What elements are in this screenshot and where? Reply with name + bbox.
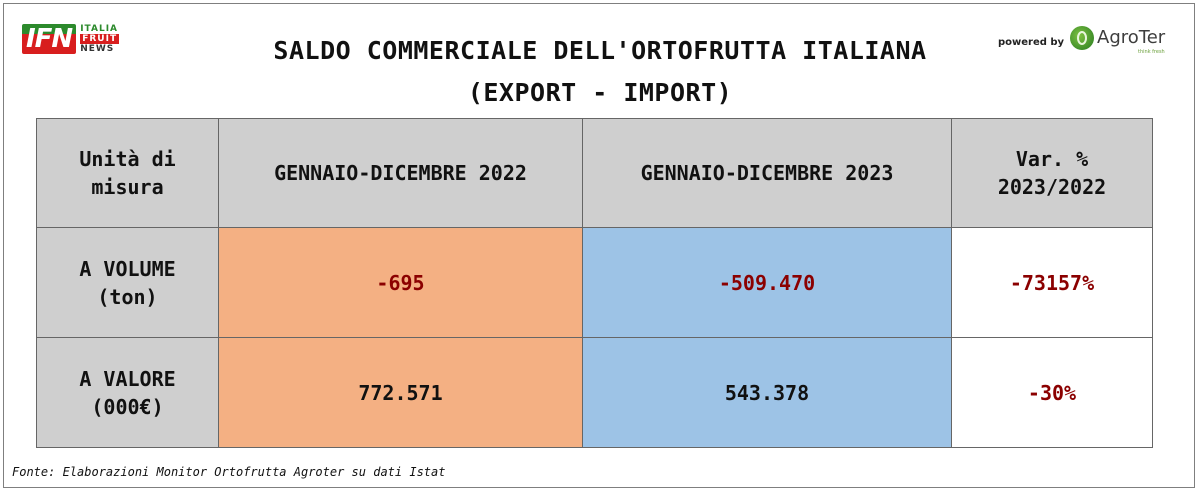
row-label-volume-line1: A VOLUME [79, 256, 176, 281]
ifn-logo-line3: NEWS [80, 44, 115, 54]
cell-volume-variation: -73157% [951, 227, 1153, 338]
row-label-value-line1: A VALORE [79, 366, 176, 391]
table-row: A VALORE (000€) 772.571 543.378 -30% [36, 337, 1153, 448]
ifn-logo-words: ITALIA FRUIT NEWS [80, 24, 120, 54]
table-row: A VOLUME (ton) -695 -509.470 -73157% [36, 227, 1153, 338]
row-label-value-line2: (000€) [91, 394, 164, 419]
ifn-logo-mark: IFN [22, 24, 77, 54]
header-2022: GENNAIO-DICEMBRE 2022 [218, 118, 583, 228]
header-2023: GENNAIO-DICEMBRE 2023 [582, 118, 952, 228]
cell-volume-2022: -695 [218, 227, 583, 338]
ifn-logo-line1: ITALIA [80, 24, 119, 34]
cell-value-2023: 543.378 [582, 337, 952, 448]
row-label-volume-line2: (ton) [97, 284, 158, 309]
ifn-logo: IFN ITALIA FRUIT NEWS [22, 24, 120, 54]
header-variation-line2: 2023/2022 [997, 175, 1107, 199]
agroter-brand: AgroTer [1097, 27, 1166, 48]
agroter-logo: AgroTer [1070, 26, 1165, 50]
header-unit-line1: Unità di [79, 147, 176, 171]
header-variation: Var. % 2023/2022 [951, 118, 1153, 228]
title-line2: (EXPORT - IMPORT) [467, 78, 733, 107]
powered-by-label: powered by [998, 37, 1065, 48]
agroter-tagline: think fresh [1138, 49, 1165, 55]
agroter-leaf-icon [1070, 26, 1094, 50]
source-note: Fonte: Elaborazioni Monitor Ortofrutta A… [12, 465, 446, 479]
trade-balance-table: Unità di misura GENNAIO-DICEMBRE 2022 GE… [36, 118, 1153, 448]
row-label-volume: A VOLUME (ton) [36, 227, 219, 338]
cell-volume-2023: -509.470 [582, 227, 952, 338]
title-line1: SALDO COMMERCIALE DELL'ORTOFRUTTA ITALIA… [273, 36, 927, 65]
header-unit: Unità di misura [36, 118, 219, 228]
cell-value-2022: 772.571 [218, 337, 583, 448]
cell-value-variation: -30% [951, 337, 1153, 448]
table-header-row: Unità di misura GENNAIO-DICEMBRE 2022 GE… [36, 118, 1153, 228]
header-unit-line2: misura [91, 175, 164, 199]
page-title: SALDO COMMERCIALE DELL'ORTOFRUTTA ITALIA… [200, 30, 1000, 114]
header-variation-line1: Var. % [1015, 147, 1089, 171]
row-label-value: A VALORE (000€) [36, 337, 219, 448]
ifn-logo-line2: FRUIT [80, 34, 120, 44]
